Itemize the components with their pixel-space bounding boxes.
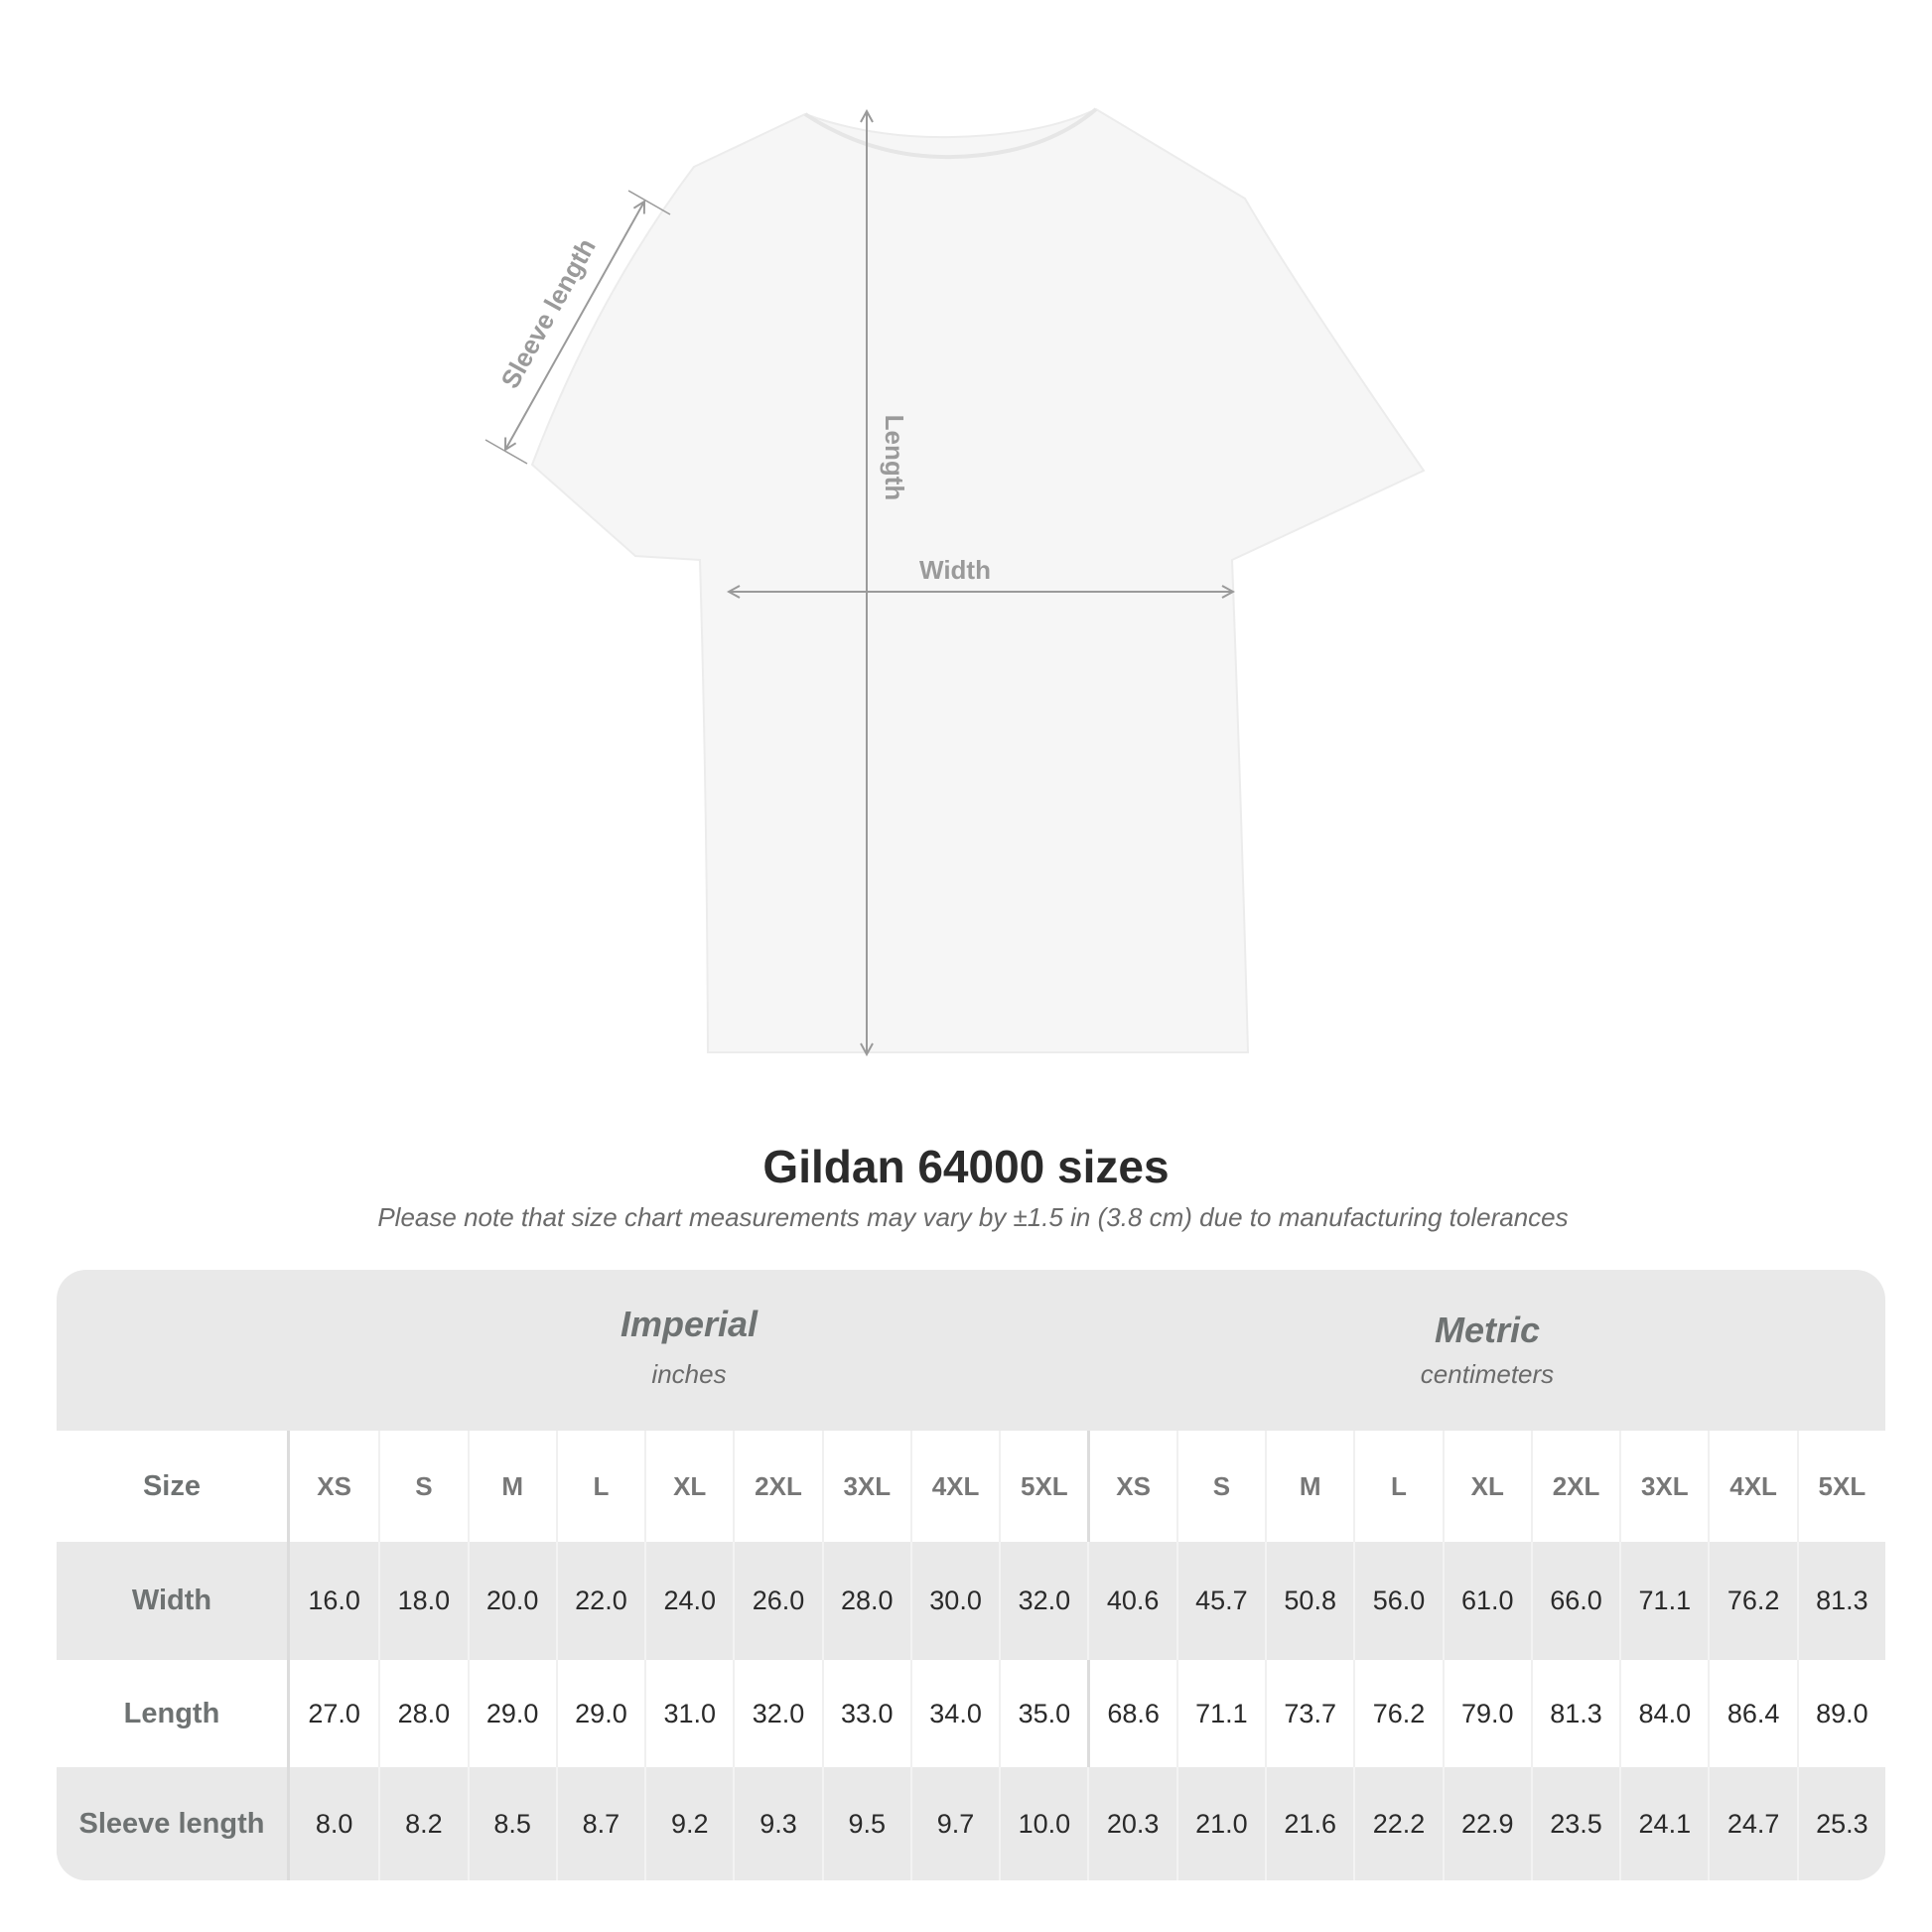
tshirt-shape (530, 107, 1426, 1053)
table-cell: 40.6 (1087, 1542, 1175, 1660)
table-cell: 4XL (1708, 1431, 1796, 1542)
table-cell: S (378, 1431, 467, 1542)
table-cell: 68.6 (1087, 1660, 1175, 1767)
length-label: Length (880, 415, 909, 501)
table-cell: 8.7 (555, 1767, 644, 1880)
table-cell: 30.0 (909, 1542, 999, 1660)
table-cell: 9.7 (909, 1767, 999, 1880)
table-cell: 73.7 (1265, 1660, 1353, 1767)
table-cell: 56.0 (1353, 1542, 1442, 1660)
table-cell: S (1175, 1431, 1265, 1542)
table-cell: XS (317, 1470, 351, 1501)
table-cell: 71.1 (1619, 1542, 1708, 1660)
table-cell: 24.0 (644, 1542, 733, 1660)
table-cell: 61.0 (1442, 1542, 1531, 1660)
table-cell: 9.3 (733, 1767, 821, 1880)
table-cell: 89.0 (1796, 1660, 1885, 1767)
metric-unit: centimeters (1420, 1359, 1555, 1389)
table-cell: 22.2 (1353, 1767, 1442, 1880)
table-cell: 34.0 (909, 1660, 999, 1767)
table-cell: 18.0 (378, 1542, 467, 1660)
table-cell: 26.0 (733, 1542, 821, 1660)
imperial-title: Imperial (620, 1304, 759, 1344)
table-cell: 21.0 (1175, 1767, 1265, 1880)
row-label: Length (57, 1660, 290, 1767)
table-cell: 23.5 (1530, 1767, 1619, 1880)
metric-header: Metric centimeters (1088, 1270, 1885, 1470)
table-cell: L (555, 1431, 644, 1542)
width-label: Width (919, 555, 991, 585)
table-cell: 20.0 (467, 1542, 556, 1660)
table-row: Length 27.0 28.0 29.0 29.0 31.0 32.0 33.0 34.0 3… (57, 1660, 1885, 1767)
page-title: Gildan 64000 sizes (762, 1141, 1170, 1192)
table-cell: 5XL (999, 1431, 1087, 1542)
table-cell: 28.0 (821, 1542, 910, 1660)
table-cell: 2XL (733, 1431, 821, 1542)
table-cell: 22.9 (1442, 1767, 1531, 1880)
table-cell: 35.0 (999, 1660, 1087, 1767)
table-cell: 29.0 (555, 1660, 644, 1767)
table-cell: 24.7 (1708, 1767, 1796, 1880)
size-row: Size XS S M L XL 2XL 3XL 4XL 5XL XS S M L XL 2XL 3XL 4XL… (57, 1431, 1885, 1542)
table-cell: 22.0 (555, 1542, 644, 1660)
table-cell: 20.3 (1087, 1767, 1175, 1880)
table-cell: XS (1087, 1431, 1175, 1542)
table-cell: XL (1442, 1431, 1531, 1542)
size-table: Imperial inches Metric centimeters Size … (57, 1270, 1885, 1880)
table-cell: 32.0 (999, 1542, 1087, 1660)
row-label: Size (57, 1431, 290, 1542)
sleeve-arrow (505, 202, 644, 450)
table-cell: 81.3 (1530, 1660, 1619, 1767)
table-cell: M (467, 1431, 556, 1542)
row-label: Width (57, 1542, 290, 1660)
table-cell: 4XL (909, 1431, 999, 1542)
table-cell: 3XL (821, 1431, 910, 1542)
table-cell: 76.2 (1708, 1542, 1796, 1660)
table-cell: 21.6 (1265, 1767, 1353, 1880)
table-cell: 50.8 (1265, 1542, 1353, 1660)
table-cell: 5XL (1796, 1431, 1885, 1542)
table-cell: 33.0 (821, 1660, 910, 1767)
tolerance-note: Please note that size chart measurements… (377, 1202, 1569, 1232)
table-cell: 45.7 (1175, 1542, 1265, 1660)
row-label: Sleeve length (57, 1767, 290, 1880)
table-cell: 31.0 (644, 1660, 733, 1767)
table-cell: 24.1 (1619, 1767, 1708, 1880)
table-cell: 16.0 (308, 1586, 360, 1615)
table-cell: M (1265, 1431, 1353, 1542)
table-cell: 2XL (1530, 1431, 1619, 1542)
tshirt-diagram: Length Width Sleeve length (484, 107, 1426, 1092)
table-row: Sleeve length 8.0 8.2 8.5 8.7 9.2 9.3 9.5 9.7 10… (57, 1767, 1885, 1880)
table-cell: 9.2 (644, 1767, 733, 1880)
table-cell: 86.4 (1708, 1660, 1796, 1767)
table-cell: 8.0 (315, 1808, 353, 1839)
table-cell: 71.1 (1175, 1660, 1265, 1767)
table-cell: 25.3 (1796, 1767, 1885, 1880)
table-cell: 66.0 (1530, 1542, 1619, 1660)
table-cell: L (1353, 1431, 1442, 1542)
table-cell: 8.2 (378, 1767, 467, 1880)
imperial-unit: inches (651, 1359, 727, 1389)
table-cell: 32.0 (733, 1660, 821, 1767)
table-cell: 3XL (1619, 1431, 1708, 1542)
table-cell: 27.0 (308, 1698, 360, 1728)
table-cell: 76.2 (1353, 1660, 1442, 1767)
table-cell: 81.3 (1796, 1542, 1885, 1660)
table-cell: 84.0 (1619, 1660, 1708, 1767)
table-cell: 10.0 (999, 1767, 1087, 1880)
table-cell: 28.0 (378, 1660, 467, 1767)
table-cell: 8.5 (467, 1767, 556, 1880)
table-cell: 79.0 (1442, 1660, 1531, 1767)
metric-title: Metric (1434, 1310, 1541, 1350)
table-cell: 29.0 (467, 1660, 556, 1767)
table-row: Width 16.0 18.0 20.0 22.0 24.0 26.0 28.0 30.0 32… (57, 1542, 1885, 1660)
table-cell: XL (644, 1431, 733, 1542)
table-cell: 9.5 (821, 1767, 910, 1880)
imperial-header: Imperial inches (290, 1270, 1088, 1464)
